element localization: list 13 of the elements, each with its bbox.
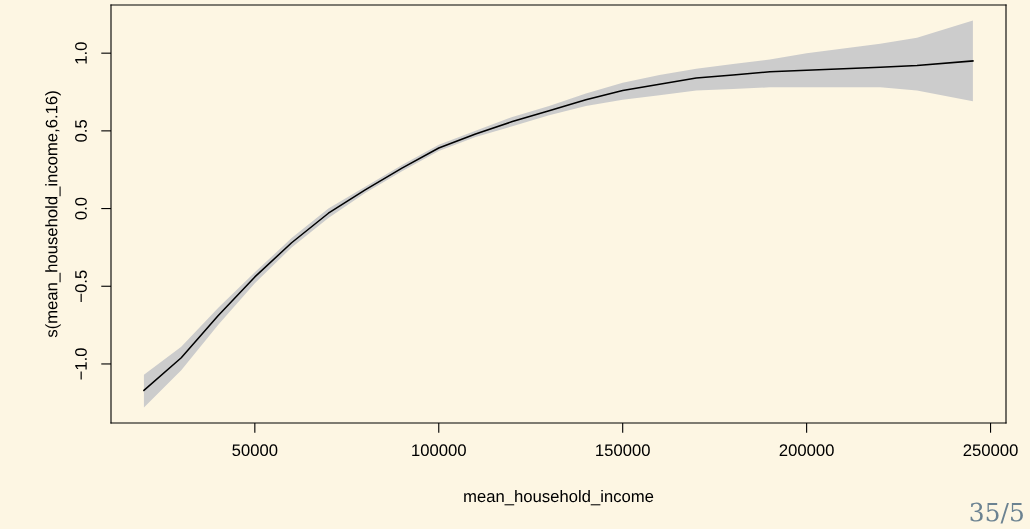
- y-tick-label: −1.0: [75, 348, 87, 380]
- x-tick-label: 200000: [779, 444, 834, 457]
- x-axis-title: mean_household_income: [464, 489, 654, 506]
- y-axis-title: s(mean_household_income,6.16): [45, 91, 61, 338]
- x-tick-label: 250000: [963, 444, 1018, 457]
- y-tick-label: 0.0: [75, 197, 87, 220]
- y-tick-label: 0.5: [75, 119, 87, 142]
- y-tick-label: −0.5: [75, 270, 87, 302]
- x-tick-label: 150000: [596, 444, 650, 457]
- text: 35/5: [970, 502, 1023, 524]
- x-tick-label: 50000: [232, 444, 278, 457]
- x-tick-label: 100000: [412, 444, 466, 457]
- y-tick-label: 1.0: [75, 42, 87, 64]
